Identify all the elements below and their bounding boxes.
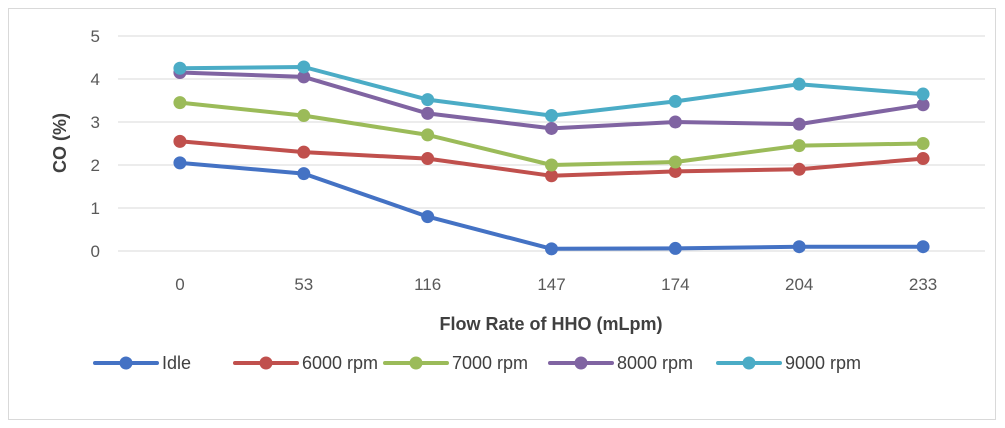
data-point — [668, 115, 682, 129]
x-tick-label: 147 — [537, 275, 565, 294]
x-axis-title: Flow Rate of HHO (mLpm) — [440, 314, 663, 334]
x-tick-label: 0 — [175, 275, 184, 294]
data-point — [668, 155, 682, 169]
legend-swatch-marker — [119, 356, 133, 370]
x-tick-label: 204 — [785, 275, 813, 294]
legend-item: 8000 rpm — [548, 353, 693, 373]
data-point — [545, 109, 558, 123]
legend-swatch-marker — [259, 356, 273, 370]
legend-item: 6000 rpm — [233, 353, 378, 373]
y-tick-label: 3 — [91, 113, 100, 132]
data-point — [297, 145, 311, 159]
data-point — [421, 106, 435, 120]
data-point — [421, 93, 435, 107]
x-tick-label: 116 — [414, 275, 441, 294]
legend-label: 7000 rpm — [452, 353, 528, 373]
data-point — [297, 60, 311, 74]
data-point — [792, 77, 806, 91]
data-point — [916, 98, 930, 112]
series-7000-rpm — [173, 96, 930, 172]
data-point — [421, 128, 435, 142]
data-point — [173, 96, 187, 110]
legend-swatch-marker — [742, 356, 756, 370]
legend-swatch-marker — [574, 356, 588, 370]
data-point — [792, 240, 806, 254]
series-lines — [173, 60, 930, 256]
y-tick-label: 4 — [91, 70, 100, 89]
data-point — [297, 70, 311, 84]
legend-label: 9000 rpm — [785, 353, 861, 373]
series-line — [177, 65, 926, 118]
legend-item: 7000 rpm — [383, 353, 528, 373]
data-point — [916, 152, 930, 166]
data-point — [545, 121, 558, 135]
y-tick-label: 2 — [91, 156, 100, 175]
data-point — [421, 210, 435, 224]
data-point — [545, 242, 558, 256]
y-tick-label: 1 — [91, 199, 100, 218]
x-tick-label: 174 — [661, 275, 689, 294]
data-point — [173, 156, 187, 170]
data-point — [545, 158, 558, 172]
data-point — [792, 117, 806, 131]
legend-label: 8000 rpm — [617, 353, 693, 373]
data-point — [916, 137, 930, 150]
data-point — [668, 164, 682, 178]
chart-frame — [8, 8, 996, 420]
legend-label: Idle — [162, 353, 191, 373]
gridlines — [118, 35, 985, 252]
legend-item: 9000 rpm — [716, 353, 861, 373]
series-9000-rpm — [173, 60, 930, 123]
data-point — [916, 240, 930, 254]
y-tick-label: 5 — [91, 27, 100, 46]
y-tick-labels: 0 1 2 3 4 5 — [91, 27, 100, 261]
legend: Idle 6000 rpm 7000 rpm 8000 rpm 9000 rpm — [93, 353, 861, 373]
data-point — [668, 94, 682, 108]
data-point — [297, 167, 311, 181]
data-point — [792, 162, 806, 176]
series-idle — [173, 156, 930, 256]
series-6000-rpm — [173, 134, 930, 183]
legend-swatch-marker — [409, 356, 423, 370]
data-point — [792, 139, 806, 153]
x-tick-labels: 0 53 116 147 174 204 233 — [175, 275, 937, 294]
legend-label: 6000 rpm — [302, 353, 378, 373]
y-tick-label: 0 — [91, 242, 100, 261]
x-tick-label: 53 — [294, 275, 313, 294]
data-point — [916, 87, 930, 101]
legend-item: Idle — [93, 353, 191, 373]
data-point — [173, 134, 187, 148]
data-point — [173, 61, 187, 75]
series-8000-rpm — [173, 66, 930, 135]
data-point — [297, 109, 311, 123]
data-point — [421, 152, 435, 166]
data-point — [545, 169, 558, 183]
x-tick-label: 233 — [909, 275, 937, 294]
data-point — [668, 241, 682, 255]
y-axis-title: CO (%) — [50, 113, 70, 173]
